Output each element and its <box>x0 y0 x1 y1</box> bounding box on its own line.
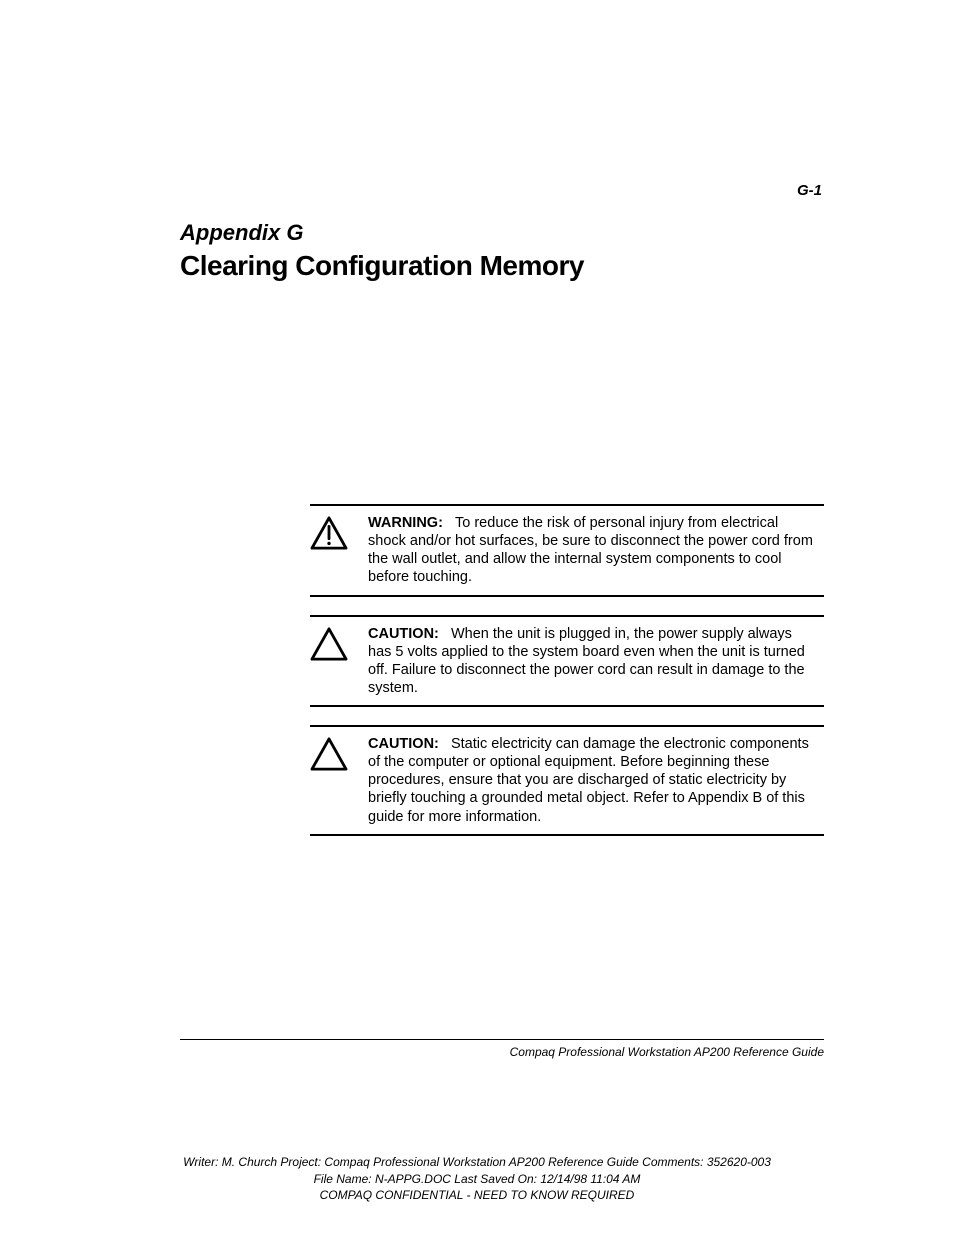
caution-icon <box>310 735 350 826</box>
page-number: G-1 <box>797 182 822 199</box>
caution-text: CAUTION: Static electricity can damage t… <box>368 735 820 826</box>
warning-block: WARNING: To reduce the risk of personal … <box>310 504 824 597</box>
caution-icon <box>310 625 350 698</box>
caution-text: CAUTION: When the unit is plugged in, th… <box>368 625 820 698</box>
footer-doc-title: Compaq Professional Workstation AP200 Re… <box>510 1045 824 1059</box>
admonition-list: WARNING: To reduce the risk of personal … <box>310 504 824 836</box>
caution-label: CAUTION: <box>368 736 439 752</box>
chapter-title: Clearing Configuration Memory <box>180 250 824 282</box>
warning-label: WARNING: <box>368 515 443 531</box>
document-page: G-1 Appendix G Clearing Configuration Me… <box>0 0 954 1235</box>
footer-rule <box>180 1039 824 1040</box>
meta-line-3: COMPAQ CONFIDENTIAL - NEED TO KNOW REQUI… <box>0 1187 954 1203</box>
caution-block: CAUTION: Static electricity can damage t… <box>310 725 824 836</box>
caution-label: CAUTION: <box>368 626 439 642</box>
caution-block: CAUTION: When the unit is plugged in, th… <box>310 615 824 708</box>
warning-text: WARNING: To reduce the risk of personal … <box>368 514 820 587</box>
meta-line-2: File Name: N-APPG.DOC Last Saved On: 12/… <box>0 1171 954 1187</box>
appendix-label: Appendix G <box>180 220 824 246</box>
warning-icon <box>310 514 350 587</box>
document-metadata: Writer: M. Church Project: Compaq Profes… <box>0 1154 954 1203</box>
meta-line-1: Writer: M. Church Project: Compaq Profes… <box>0 1154 954 1170</box>
